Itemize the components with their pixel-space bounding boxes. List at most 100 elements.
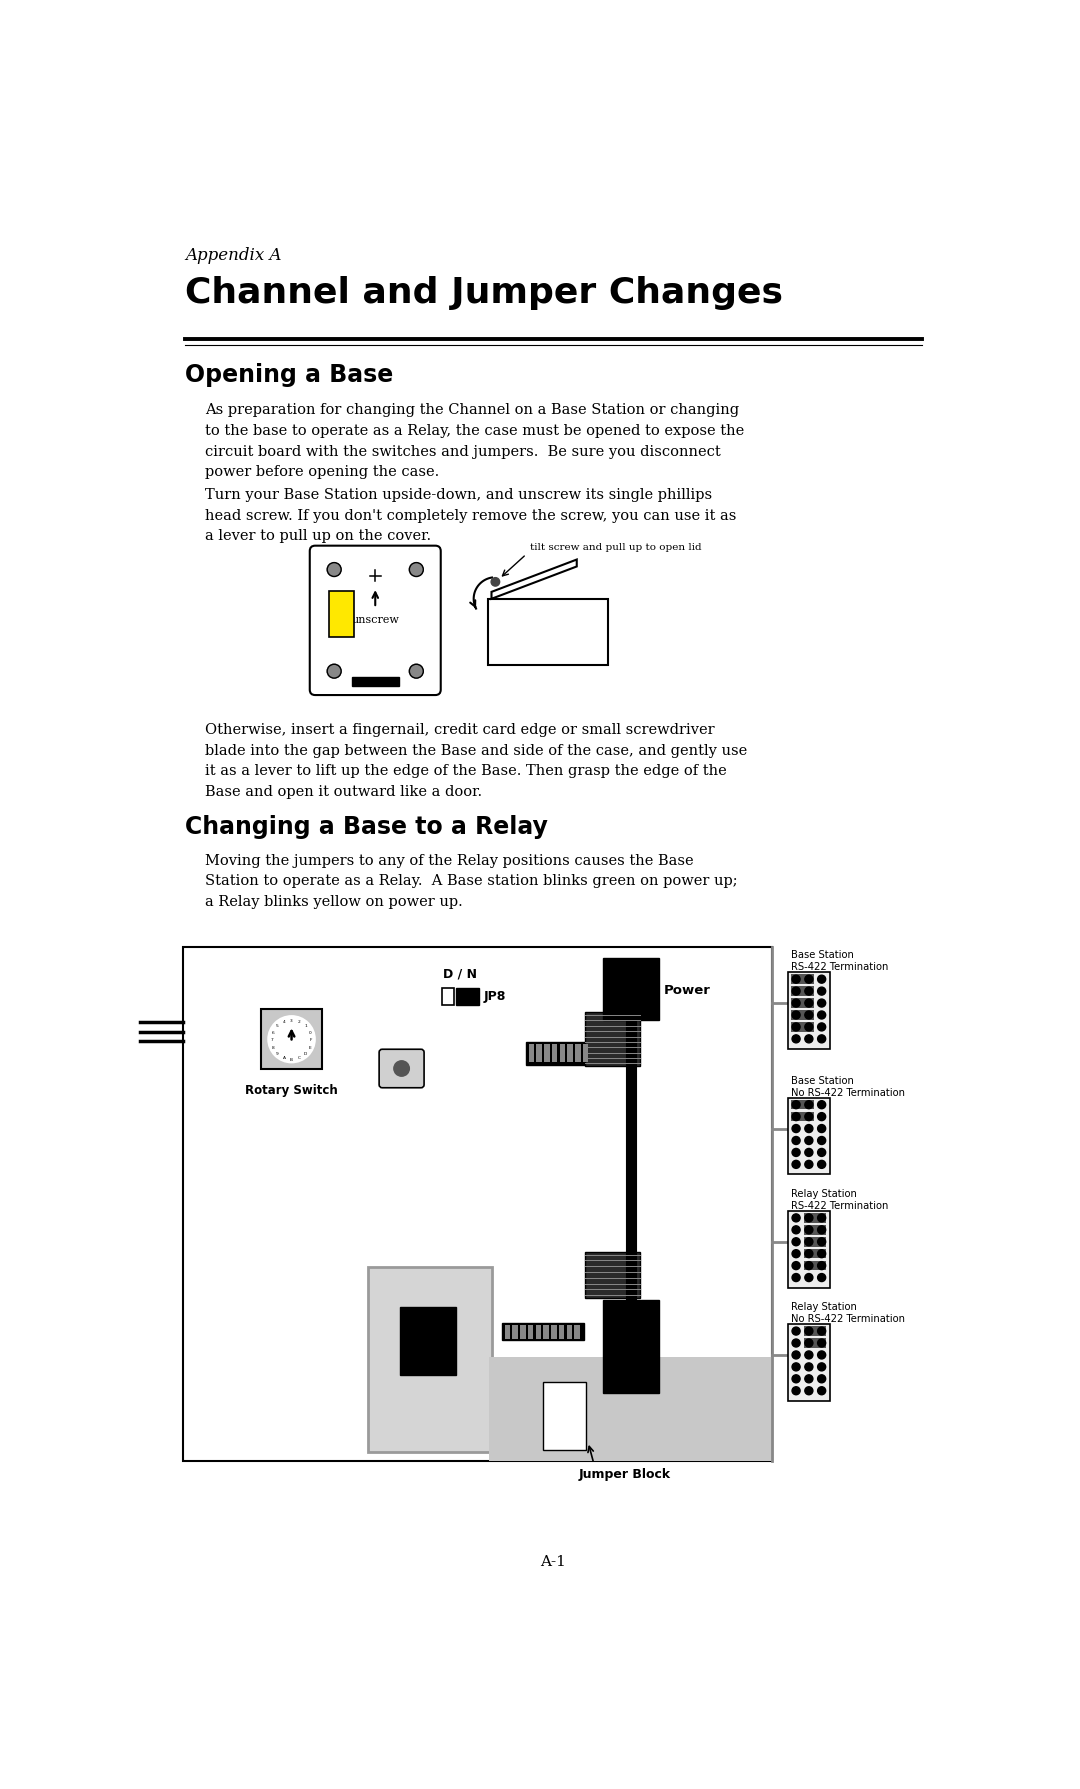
Text: Power: Power <box>663 984 711 996</box>
Bar <box>792 988 813 996</box>
Bar <box>787 1098 831 1175</box>
Circle shape <box>818 1261 826 1270</box>
Bar <box>529 1045 535 1063</box>
Circle shape <box>818 1351 826 1360</box>
Text: unscrew: unscrew <box>351 615 400 624</box>
Text: B: B <box>291 1057 293 1061</box>
Text: 6: 6 <box>272 1030 274 1034</box>
Circle shape <box>805 1113 813 1122</box>
Circle shape <box>561 1403 568 1408</box>
Circle shape <box>805 1363 813 1370</box>
Text: Relay Station
No RS-422 Termination: Relay Station No RS-422 Termination <box>791 1301 905 1324</box>
Bar <box>804 1238 826 1247</box>
Circle shape <box>792 1011 800 1020</box>
Bar <box>328 592 354 639</box>
Text: E: E <box>309 1045 311 1048</box>
Bar <box>787 1211 831 1288</box>
Bar <box>603 959 659 1020</box>
Circle shape <box>575 1390 581 1397</box>
Circle shape <box>805 1011 813 1020</box>
Text: Opening a Base: Opening a Base <box>186 363 393 386</box>
Circle shape <box>805 1238 813 1247</box>
Bar <box>792 1023 813 1032</box>
Circle shape <box>561 1390 568 1397</box>
Circle shape <box>792 1386 800 1395</box>
Circle shape <box>268 1016 314 1063</box>
Text: C: C <box>298 1056 300 1059</box>
Circle shape <box>548 1413 555 1420</box>
Circle shape <box>548 1390 555 1397</box>
Circle shape <box>805 1376 813 1383</box>
Circle shape <box>818 975 826 984</box>
Circle shape <box>327 666 341 678</box>
Circle shape <box>818 1238 826 1247</box>
Circle shape <box>575 1426 581 1433</box>
Bar <box>456 988 480 1005</box>
Circle shape <box>548 1403 555 1408</box>
Circle shape <box>327 564 341 578</box>
Circle shape <box>561 1426 568 1433</box>
Bar <box>261 1009 322 1070</box>
Bar <box>512 1326 517 1338</box>
Circle shape <box>792 1261 800 1270</box>
Polygon shape <box>488 599 608 666</box>
Bar <box>543 1383 586 1449</box>
Bar <box>183 948 772 1462</box>
Circle shape <box>818 1113 826 1122</box>
Bar <box>787 1324 831 1401</box>
Bar <box>792 1011 813 1020</box>
Bar <box>528 1326 534 1338</box>
Text: Turn your Base Station upside-down, and unscrew its single phillips
head screw. : Turn your Base Station upside-down, and … <box>205 488 737 544</box>
Text: Base Station
RS-422 Termination: Base Station RS-422 Termination <box>791 950 888 971</box>
Bar <box>442 988 454 1005</box>
Circle shape <box>805 1161 813 1168</box>
Bar <box>559 1045 565 1063</box>
Text: Otherwise, insert a fingernail, credit card edge or small screwdriver
blade into: Otherwise, insert a fingernail, credit c… <box>205 723 747 798</box>
Circle shape <box>805 1036 813 1043</box>
Circle shape <box>792 1149 800 1157</box>
Circle shape <box>805 1251 813 1258</box>
Bar <box>804 1213 826 1224</box>
Bar <box>804 1338 826 1349</box>
Circle shape <box>818 988 826 995</box>
Bar <box>543 1326 549 1338</box>
Polygon shape <box>491 560 577 599</box>
Circle shape <box>792 1225 800 1234</box>
Circle shape <box>792 1251 800 1258</box>
Circle shape <box>366 567 384 585</box>
Circle shape <box>548 1438 555 1446</box>
Circle shape <box>818 1000 826 1007</box>
Text: A: A <box>283 1056 285 1059</box>
Text: Base Station
No RS-422 Termination: Base Station No RS-422 Termination <box>791 1075 905 1097</box>
Bar <box>584 1013 640 1066</box>
Circle shape <box>575 1403 581 1408</box>
Circle shape <box>818 1376 826 1383</box>
Circle shape <box>394 1061 409 1077</box>
Circle shape <box>818 1149 826 1157</box>
Circle shape <box>548 1426 555 1433</box>
Text: Relay Station
RS-422 Termination: Relay Station RS-422 Termination <box>791 1188 888 1209</box>
Circle shape <box>805 1225 813 1234</box>
Text: 5: 5 <box>276 1023 279 1029</box>
Bar <box>576 1045 581 1063</box>
Circle shape <box>792 1125 800 1132</box>
Bar <box>575 1326 580 1338</box>
Circle shape <box>491 578 500 587</box>
Bar <box>502 1324 583 1340</box>
Text: 0: 0 <box>309 1030 311 1034</box>
Text: D / N: D / N <box>443 966 476 980</box>
Bar <box>400 1308 456 1376</box>
Circle shape <box>792 1376 800 1383</box>
Bar <box>567 1045 572 1063</box>
Circle shape <box>818 1036 826 1043</box>
Text: Channel and Jumper Changes: Channel and Jumper Changes <box>186 276 783 309</box>
Bar <box>544 1045 550 1063</box>
Bar <box>489 1358 772 1462</box>
Text: 7: 7 <box>270 1038 273 1041</box>
Text: 4: 4 <box>283 1020 285 1023</box>
Circle shape <box>409 666 423 678</box>
Text: Rotary Switch: Rotary Switch <box>245 1084 338 1097</box>
Text: 9: 9 <box>276 1052 279 1056</box>
Circle shape <box>818 1340 826 1347</box>
Bar <box>567 1326 572 1338</box>
